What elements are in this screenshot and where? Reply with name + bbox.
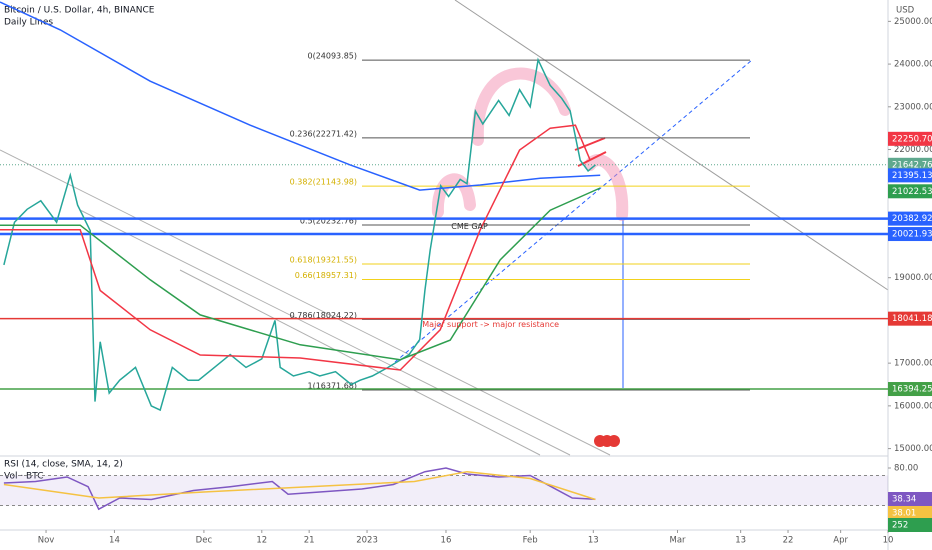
volume-label: Vol · BTC bbox=[4, 472, 43, 482]
price-tag bbox=[888, 168, 932, 183]
event-icon bbox=[608, 435, 620, 447]
price-line-series bbox=[0, 187, 601, 361]
x-tick-label: 12 bbox=[256, 536, 267, 546]
volume-tag-label: 252 bbox=[892, 521, 908, 531]
price-tag-label: 18041.18 bbox=[892, 314, 932, 324]
channel-line bbox=[79, 209, 571, 456]
x-tick-label: 13 bbox=[588, 536, 599, 546]
x-tick-label: 10 bbox=[883, 536, 894, 546]
price-line-series bbox=[3, 57, 596, 412]
event-icons bbox=[594, 435, 620, 447]
price-tag bbox=[888, 157, 932, 172]
price-line-series bbox=[0, 124, 591, 371]
price-tag-label: 16394.25 bbox=[892, 385, 932, 395]
rsi-band bbox=[0, 475, 888, 506]
y-tick-label: 23000.00 bbox=[894, 102, 932, 112]
price-tag-label: 21395.13 bbox=[892, 171, 932, 181]
rsi-tag bbox=[888, 506, 932, 520]
price-tag bbox=[888, 211, 932, 226]
channel-line bbox=[179, 269, 541, 456]
trend-line bbox=[394, 59, 753, 363]
volume-tag bbox=[888, 518, 932, 532]
y-tick-label: 19000.00 bbox=[894, 273, 932, 283]
chart-subtitle: Daily Lines bbox=[4, 18, 53, 28]
axis-unit: USD bbox=[896, 6, 915, 16]
fib-label: 0.382(21143.98) bbox=[290, 178, 357, 187]
annotation: Major support -> major resistance bbox=[422, 320, 559, 329]
price-tag bbox=[888, 227, 932, 242]
price-tag-label: 22250.70 bbox=[892, 134, 932, 144]
rsi-tag bbox=[888, 492, 932, 506]
price-tag-label: 20021.93 bbox=[892, 230, 932, 240]
fib-label: 0.5(20232.76) bbox=[300, 217, 357, 226]
rsi-tag-label: 38.01 bbox=[892, 509, 916, 519]
rsi-title: RSI (14, close, SMA, 14, 2) bbox=[4, 460, 123, 470]
fib-label: 0.236(22271.42) bbox=[290, 129, 357, 138]
price-tag bbox=[888, 131, 932, 146]
x-tick-label: 2023 bbox=[356, 536, 378, 546]
fib-label: 0.66(18957.31) bbox=[295, 271, 357, 280]
y-tick-label: 24000.00 bbox=[894, 60, 932, 70]
x-tick-label: Feb bbox=[523, 536, 538, 546]
x-tick-label: 22 bbox=[783, 536, 794, 546]
x-tick-label: 21 bbox=[304, 536, 315, 546]
y-tick-label: 17000.00 bbox=[894, 359, 932, 369]
x-tick-label: Dec bbox=[196, 536, 213, 546]
channel-line bbox=[454, 0, 889, 291]
chart-title: Bitcoin / U.S. Dollar, 4h, BINANCE bbox=[4, 6, 155, 16]
y-tick-label: 22000.00 bbox=[894, 145, 932, 155]
price-tag-label: 21022.53 bbox=[892, 187, 932, 197]
annotation: CME GAP bbox=[451, 222, 488, 231]
fib-label: 0(24093.85) bbox=[307, 52, 357, 61]
price-tag bbox=[888, 382, 932, 397]
rsi-line bbox=[3, 470, 596, 501]
x-tick-label: Mar bbox=[669, 536, 686, 546]
price-tag bbox=[888, 311, 932, 326]
channel-line bbox=[0, 149, 611, 456]
fib-label: 0.618(19321.55) bbox=[290, 255, 357, 264]
price-tag bbox=[888, 184, 932, 199]
price-line-series bbox=[0, 1, 601, 191]
x-tick-label: Nov bbox=[38, 536, 55, 546]
x-tick-label: 13 bbox=[735, 536, 746, 546]
rsi-tag-label: 38.34 bbox=[892, 495, 916, 505]
y-tick-label: 16000.00 bbox=[894, 401, 932, 411]
price-tag-label: 21642.76 bbox=[892, 160, 932, 170]
y-tick-label: 80.00 bbox=[894, 463, 918, 473]
price-tag-label: 20382.92 bbox=[892, 214, 932, 224]
fib-label: 0.786(18024.22) bbox=[290, 311, 357, 320]
x-tick-label: Apr bbox=[833, 536, 848, 546]
fib-label: 1(16371.68) bbox=[307, 381, 357, 390]
x-tick-label: 14 bbox=[109, 536, 120, 546]
x-tick-label: 16 bbox=[441, 536, 452, 546]
y-tick-label: 25000.00 bbox=[894, 17, 932, 27]
y-tick-label: 15000.00 bbox=[894, 444, 932, 454]
